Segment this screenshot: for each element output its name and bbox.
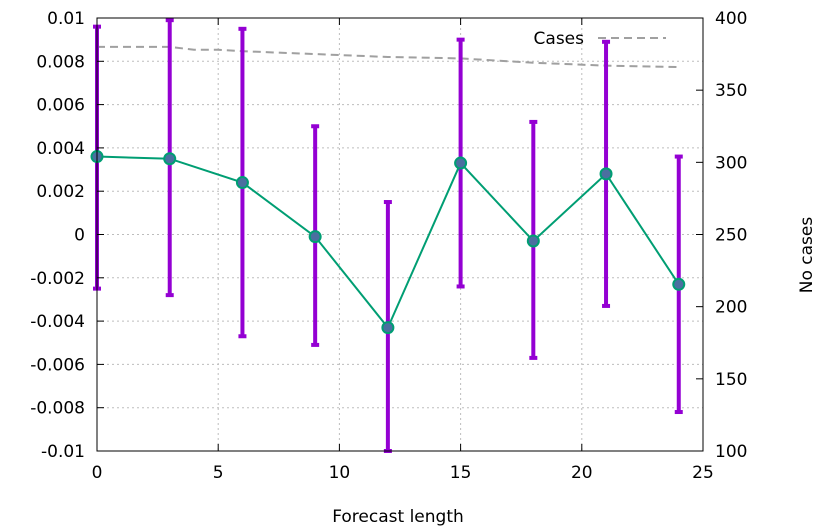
plot-border xyxy=(96,17,704,452)
y2-tick-label: 100 xyxy=(715,442,747,462)
y-tick-label: 0.006 xyxy=(36,96,85,116)
x-tick-label: 10 xyxy=(329,463,351,483)
y-tick-label: 0.004 xyxy=(36,139,85,159)
y2-tick-label: 200 xyxy=(715,298,747,318)
tick-labels: 0 5 10 15 20 25 -0.01 -0.008 -0.006 -0.004 -0.002 0… xyxy=(30,9,747,483)
y2-tick-label: 400 xyxy=(715,9,747,29)
plot-frame xyxy=(96,17,704,452)
errorbar-series xyxy=(93,18,683,453)
x-tick-label: 5 xyxy=(213,463,224,483)
cases-line xyxy=(97,45,679,69)
y2-tick-label: 150 xyxy=(715,370,747,390)
x-tick-label: 15 xyxy=(450,463,472,483)
data-point xyxy=(526,234,540,248)
y-tick-label: -0.002 xyxy=(30,269,85,289)
x-tick-label: 25 xyxy=(692,463,714,483)
data-point xyxy=(235,176,249,190)
legend: Cases xyxy=(534,29,666,49)
y2-tick-label: 300 xyxy=(715,153,747,173)
y2-tick-label: 350 xyxy=(715,81,747,101)
data-point xyxy=(599,167,613,181)
x-axis-label: Forecast length xyxy=(332,507,464,527)
data-point xyxy=(163,152,177,166)
y-tick-label: 0.01 xyxy=(47,9,85,29)
y2-tick-label: 250 xyxy=(715,226,747,246)
y-tick-label: -0.006 xyxy=(30,355,85,375)
data-point xyxy=(381,321,395,335)
data-point xyxy=(308,230,322,244)
y-tick-label: 0.002 xyxy=(36,182,85,202)
y-tick-label: 0.008 xyxy=(36,52,85,72)
mean-line-series xyxy=(90,150,686,335)
y-tick-label: 0 xyxy=(74,226,85,246)
cases-series xyxy=(97,45,679,69)
y2-axis-label: No cases xyxy=(797,217,817,294)
legend-label-cases: Cases xyxy=(534,29,585,49)
x-tick-label: 0 xyxy=(92,463,103,483)
y-tick-label: -0.004 xyxy=(30,312,85,332)
y-tick-label: -0.008 xyxy=(30,399,85,419)
x-tick-label: 20 xyxy=(571,463,593,483)
grid xyxy=(97,18,703,451)
y-tick-label: -0.01 xyxy=(41,442,85,462)
data-point xyxy=(672,277,686,291)
data-point xyxy=(454,156,468,170)
